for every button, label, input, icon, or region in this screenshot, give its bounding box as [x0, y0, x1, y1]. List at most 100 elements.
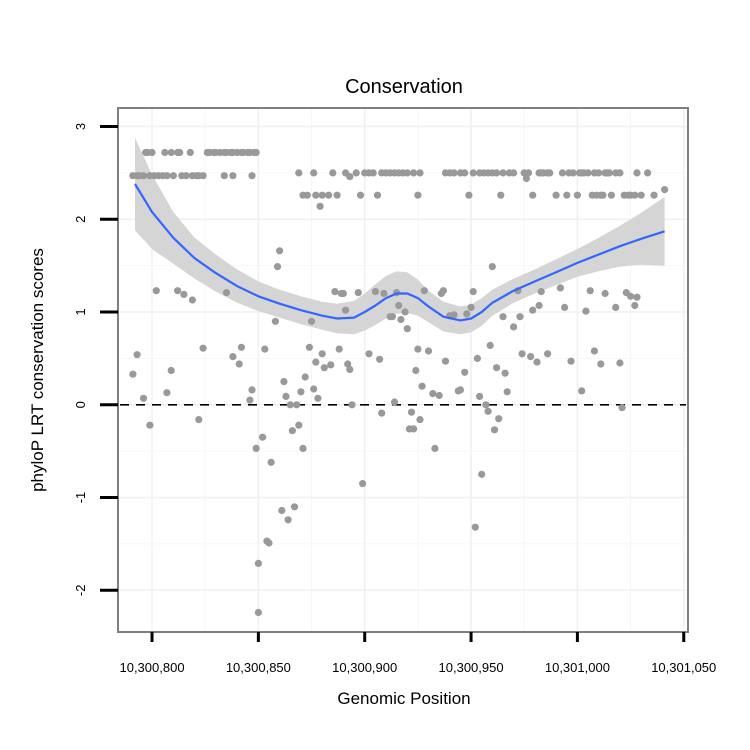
data-point [139, 172, 148, 180]
data-point [301, 373, 309, 381]
data-point [342, 306, 350, 314]
data-point [246, 396, 254, 404]
data-point [633, 293, 641, 301]
data-point [390, 398, 399, 406]
y-axis: -2 -1 0 1 2 3 [73, 123, 118, 596]
y-tick-label: -2 [73, 585, 88, 597]
data-point [578, 387, 586, 395]
data-point [174, 287, 182, 295]
data-point [431, 444, 439, 452]
data-point [518, 350, 526, 358]
data-point [661, 186, 669, 194]
data-point [186, 148, 194, 157]
data-point [556, 284, 565, 292]
data-point [254, 608, 262, 617]
data-point [371, 288, 379, 296]
data-point [276, 247, 284, 255]
data-point [416, 169, 424, 177]
data-point [307, 317, 316, 325]
panel-border [117, 107, 689, 633]
data-point [346, 173, 354, 181]
data-point [295, 169, 303, 177]
data-point [248, 172, 256, 180]
x-tick-label: 10,300,900 [332, 660, 397, 675]
data-point [139, 394, 148, 402]
x-tick-label: 10,300,800 [119, 660, 184, 675]
data-point [529, 191, 537, 199]
data-point [527, 353, 535, 361]
data-point [524, 169, 533, 177]
data-point [484, 407, 492, 415]
data-point [412, 366, 420, 375]
data-point [429, 390, 437, 398]
data-point [354, 289, 362, 297]
data-point [561, 303, 569, 311]
data-point [573, 191, 582, 199]
data-point [133, 351, 141, 359]
data-point [616, 359, 624, 367]
data-point [167, 148, 175, 157]
data-point [148, 148, 156, 157]
data-point [284, 516, 292, 524]
data-point [267, 458, 275, 466]
data-point [288, 427, 296, 435]
data-point [597, 360, 605, 368]
data-point [195, 416, 203, 424]
data-point [199, 172, 207, 180]
data-point [503, 388, 511, 396]
data-point [248, 386, 256, 394]
data-point [316, 202, 324, 210]
data-point [333, 191, 341, 199]
data-point [558, 169, 567, 177]
data-point [495, 415, 503, 423]
y-axis-title: phyloP LRT conservation scores [28, 248, 47, 492]
data-point [344, 360, 352, 368]
data-point [278, 506, 286, 515]
data-point [537, 288, 545, 296]
data-point [569, 169, 577, 177]
data-point [254, 559, 262, 568]
data-point [229, 353, 237, 361]
data-point [365, 350, 373, 358]
data-point [220, 172, 228, 180]
data-point [312, 358, 320, 366]
data-point [416, 416, 424, 424]
data-point [533, 358, 541, 366]
smooth-line [134, 183, 665, 322]
data-point [237, 343, 245, 351]
data-point [482, 401, 490, 409]
data-point [414, 191, 422, 199]
data-point [595, 169, 603, 177]
data-point [461, 368, 469, 376]
data-point [303, 191, 311, 199]
data-point [618, 404, 626, 412]
data-point [497, 191, 505, 199]
data-point [410, 425, 418, 433]
data-point [290, 503, 299, 511]
data-point [182, 172, 190, 180]
data-point [486, 341, 494, 349]
confidence-band [135, 137, 665, 335]
data-point [265, 539, 273, 547]
data-point [465, 191, 473, 199]
data-point [329, 169, 337, 177]
data-point [435, 391, 443, 400]
data-point [450, 169, 458, 177]
data-point [259, 433, 267, 441]
data-point [522, 174, 531, 183]
data-point [318, 191, 326, 199]
data-point [637, 191, 645, 199]
x-tick-label: 10,300,950 [439, 660, 504, 675]
data-point [229, 172, 237, 180]
data-point [469, 288, 477, 296]
data-point [493, 364, 501, 372]
data-point [418, 382, 426, 390]
data-point [293, 401, 301, 409]
data-point [420, 287, 428, 295]
data-point [644, 169, 652, 177]
data-point [544, 350, 552, 358]
data-point [488, 263, 496, 271]
data-point [378, 409, 386, 417]
x-tick-label: 10,301,050 [651, 660, 716, 675]
data-point [397, 315, 405, 324]
